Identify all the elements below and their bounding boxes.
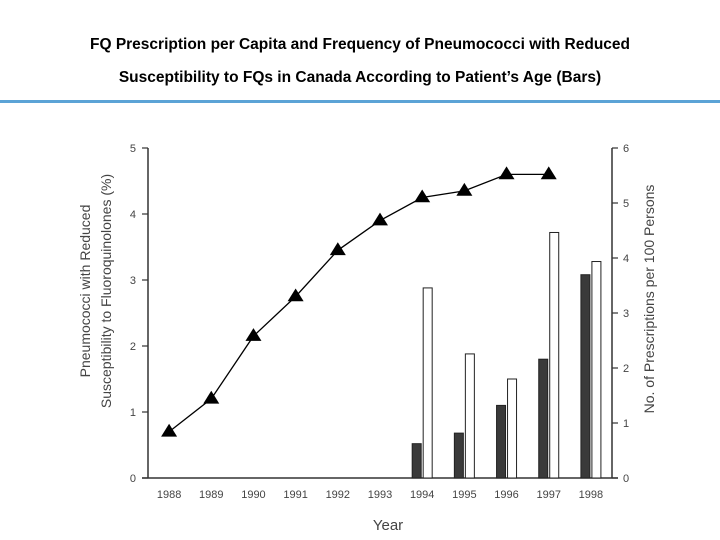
- right-y-tick-label: 1: [623, 418, 629, 430]
- left-y-tick-label: 0: [130, 473, 136, 485]
- bar-white: [549, 231, 560, 479]
- triangle-marker: [203, 390, 220, 404]
- x-tick-label: 1996: [494, 489, 518, 501]
- left-y-tick-label: 4: [130, 209, 136, 221]
- x-tick-label: 1994: [410, 489, 434, 501]
- right-y-tick-label: 2: [623, 363, 629, 375]
- bar-white: [464, 353, 475, 479]
- triangle-marker: [287, 288, 304, 302]
- right-y-tick-label: 3: [623, 308, 629, 320]
- x-tick-label: 1991: [283, 489, 307, 501]
- x-tick-label: 1997: [536, 489, 560, 501]
- slide-title-line-1: FQ Prescription per Capita and Frequency…: [89, 36, 631, 53]
- right-y-tick-label: 0: [623, 473, 629, 485]
- bar-dark: [411, 443, 422, 479]
- x-tick-label: 1995: [452, 489, 476, 501]
- right-y-tick-label: 4: [623, 253, 629, 265]
- x-tick-label: 1992: [326, 489, 350, 501]
- bar-dark: [580, 274, 591, 479]
- x-tick-label: 1993: [368, 489, 392, 501]
- left-y-tick-label: 5: [130, 143, 136, 155]
- left-y-tick-label: 1: [130, 407, 136, 419]
- bar-dark: [496, 404, 507, 479]
- x-tick-label: 1989: [199, 489, 223, 501]
- left-y-axis-title: Pneumococci with Reduced: [77, 205, 93, 378]
- triangle-marker: [372, 212, 388, 226]
- x-tick-label: 1998: [579, 489, 603, 501]
- series-line: [168, 173, 549, 433]
- bar-white: [591, 261, 602, 479]
- right-y-tick-label: 5: [623, 198, 629, 210]
- x-axis-title: Year: [373, 517, 403, 534]
- bar-white: [507, 378, 518, 479]
- triangle-marker: [498, 166, 515, 180]
- bar-dark: [538, 358, 549, 479]
- left-y-tick-label: 3: [130, 275, 136, 287]
- left-y-tick-label: 2: [130, 341, 136, 353]
- right-y-tick-label: 6: [623, 143, 629, 155]
- triangle-marker: [161, 423, 178, 437]
- bar-white: [422, 287, 433, 479]
- left-y-axis-title: Susceptibility to Fluoroquinolones (%): [98, 174, 114, 408]
- triangle-marker: [245, 328, 262, 341]
- right-y-axis-title: No. of Prescriptions per 100 Persons: [641, 185, 657, 414]
- x-tick-label: 1988: [157, 489, 181, 501]
- triangle-marker: [414, 189, 431, 203]
- slide-title-line-2: Susceptibility to FQs in Canada Accordin…: [118, 69, 602, 86]
- triangle-marker: [456, 182, 473, 196]
- bar-dark: [453, 432, 464, 479]
- x-tick-label: 1990: [241, 489, 265, 501]
- triangle-marker: [540, 166, 557, 180]
- triangle-marker: [329, 242, 346, 256]
- title-divider-rule: [0, 100, 720, 103]
